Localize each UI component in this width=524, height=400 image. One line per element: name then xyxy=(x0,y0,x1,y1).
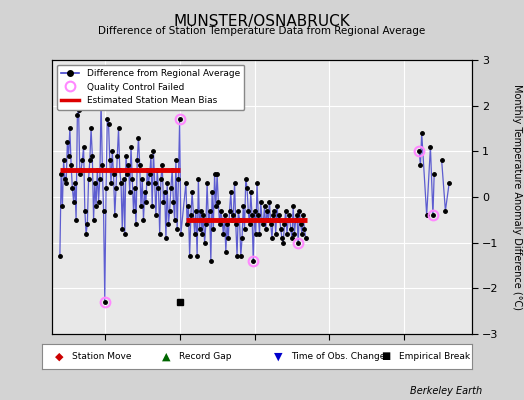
Legend: Difference from Regional Average, Quality Control Failed, Estimated Station Mean: Difference from Regional Average, Qualit… xyxy=(57,64,245,110)
Text: ◆: ◆ xyxy=(55,351,63,362)
Text: ■: ■ xyxy=(381,351,390,362)
Text: ▲: ▲ xyxy=(162,351,171,362)
Text: Time of Obs. Change: Time of Obs. Change xyxy=(291,352,386,361)
Text: ▼: ▼ xyxy=(274,351,282,362)
Text: Record Gap: Record Gap xyxy=(179,352,232,361)
Text: Difference of Station Temperature Data from Regional Average: Difference of Station Temperature Data f… xyxy=(99,26,425,36)
Text: Berkeley Earth: Berkeley Earth xyxy=(410,386,482,396)
Y-axis label: Monthly Temperature Anomaly Difference (°C): Monthly Temperature Anomaly Difference (… xyxy=(512,84,522,310)
Text: Station Move: Station Move xyxy=(72,352,132,361)
Text: MUNSTER/OSNABRUCK: MUNSTER/OSNABRUCK xyxy=(173,14,351,29)
Text: Empirical Break: Empirical Break xyxy=(399,352,470,361)
